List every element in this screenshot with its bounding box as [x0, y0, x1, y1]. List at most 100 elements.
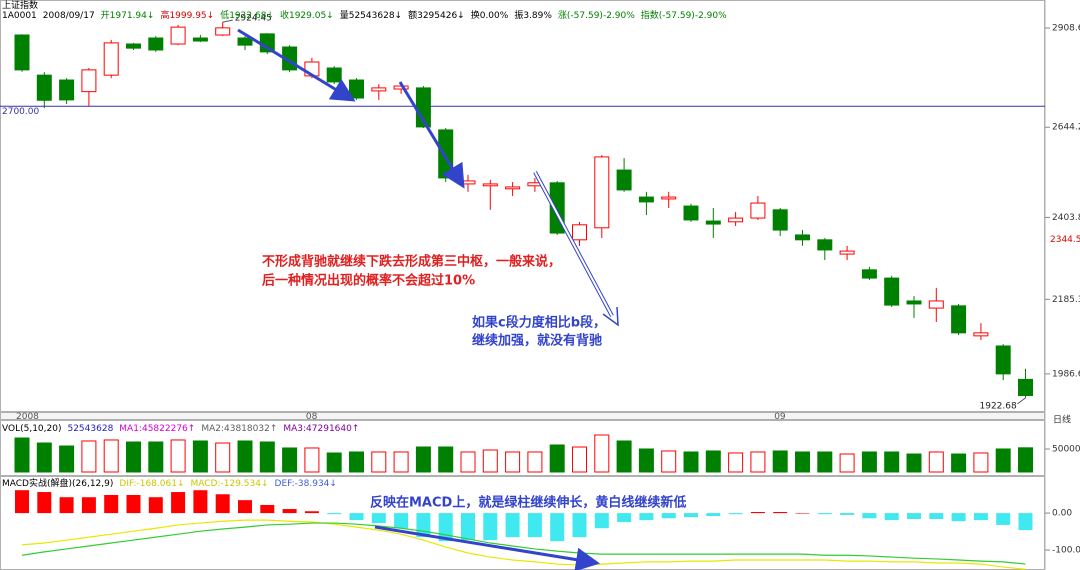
volume-bar [817, 451, 833, 473]
macd-bar [461, 513, 475, 541]
volume-bar [661, 450, 677, 473]
volume-bar [460, 451, 476, 473]
candle-body [482, 183, 498, 187]
macd-bar [37, 492, 52, 514]
date-band [0, 412, 1045, 420]
macd-bar [483, 513, 498, 541]
macd-bar [617, 513, 632, 522]
quote-item: 1A0001 [2, 11, 37, 21]
volume-bar [393, 451, 409, 473]
macd-bar [193, 490, 208, 514]
volume-bar [1018, 447, 1033, 473]
candle-body [683, 205, 699, 221]
y-tick-label: 2185.3 [1052, 295, 1080, 305]
quote-item: 2008/09/17 [42, 11, 95, 21]
volume-bar [973, 452, 989, 473]
quote-item: 开1971.94↓ [100, 11, 155, 21]
macd-header: MACD实战(解盘)(26,12,9) DIF:-168.061↓ MACD:-12… [2, 479, 337, 489]
macd-bar [148, 497, 163, 514]
macd-bar [15, 490, 29, 514]
y-tick-label: 2403.8 [1052, 213, 1080, 223]
macd-bar [929, 513, 944, 520]
candle-body [326, 67, 342, 83]
macd-bar [884, 513, 899, 521]
macd-header-item: DEF:-38.934↓ [274, 479, 337, 489]
volume-bar [126, 441, 141, 473]
candle-body [572, 224, 587, 241]
macd-bar [59, 497, 74, 514]
macd-bar [505, 513, 520, 538]
macd-bar [817, 513, 832, 515]
candle-body [81, 69, 97, 93]
quote-item: 指数(-57.59)-2.90% [640, 11, 727, 21]
volume-bar [36, 442, 52, 473]
candle-body [1018, 378, 1033, 396]
macd-bar [304, 511, 319, 514]
volume-header-item: MA3:47291640↑ [283, 424, 360, 434]
annotation: 后一种情况出现的概率不会超过10% [262, 273, 475, 289]
volume-bar [906, 453, 922, 473]
macd-bar [171, 492, 186, 514]
volume-bar [14, 437, 30, 473]
candle-body [594, 156, 610, 229]
macd-bar [795, 513, 810, 514]
period-label: 日线 [1053, 414, 1071, 426]
volume-bar [861, 451, 877, 473]
volume-bar [371, 451, 387, 473]
macd-line [21, 522, 1026, 565]
candle-body [661, 196, 677, 200]
candle-body [237, 37, 253, 46]
arrow [237, 28, 356, 102]
macd-panel [0, 476, 1045, 570]
chart-title: 上证指数 [2, 1, 38, 11]
macd-bar [282, 509, 297, 514]
quote-item: 涨(-57.59)-2.90% [557, 11, 635, 21]
y-tick-label: -100.0 [1052, 546, 1080, 556]
volume-bar [638, 448, 654, 473]
macd-bar [550, 513, 565, 542]
volume-bar [527, 451, 543, 473]
macd-bar [349, 513, 364, 521]
volume-bar [683, 451, 699, 473]
y-tick-label: 1986.6 [1052, 369, 1080, 379]
candle-body [995, 345, 1011, 375]
macd-bar [639, 513, 654, 521]
volume-bar [103, 439, 119, 473]
macd-bar [81, 497, 96, 514]
volume-bar [304, 447, 320, 473]
volume-bar [170, 439, 186, 473]
macd-bar [773, 511, 788, 514]
macd-bar [862, 513, 877, 519]
volume-bar [795, 451, 810, 473]
macd-bar [840, 513, 855, 515]
volume-bar [482, 449, 498, 473]
candle-body [505, 186, 521, 190]
macd-bar [215, 494, 230, 514]
candle-body [861, 269, 877, 279]
macd-bar [661, 513, 676, 519]
volume-bar [772, 450, 788, 473]
macd-header-item: MACD:-129.534↓ [190, 479, 269, 489]
reference-label: 2700.00 [2, 107, 39, 117]
candle-body [884, 277, 900, 306]
quote-item: 额3295426↓ [408, 11, 465, 21]
volume-bar [349, 451, 364, 473]
annotation: 如果c段力度相比b段， [472, 315, 606, 331]
macd-title: MACD实战(解盘)(26,12,9) [2, 479, 114, 489]
macd-bar [996, 513, 1011, 525]
quote-item: 振3.89% [514, 11, 552, 21]
volume-bar [326, 452, 342, 473]
volume-bar [415, 446, 431, 473]
volume-bar [928, 451, 944, 473]
macd-bar [260, 504, 275, 514]
macd-bar [1018, 513, 1033, 531]
candle-body [951, 305, 967, 334]
volume-bar [839, 453, 855, 473]
macd-bar [104, 494, 119, 514]
candle-body [215, 27, 231, 36]
candle-body [616, 169, 632, 191]
candle-body [795, 234, 810, 241]
candle-body [750, 202, 766, 219]
